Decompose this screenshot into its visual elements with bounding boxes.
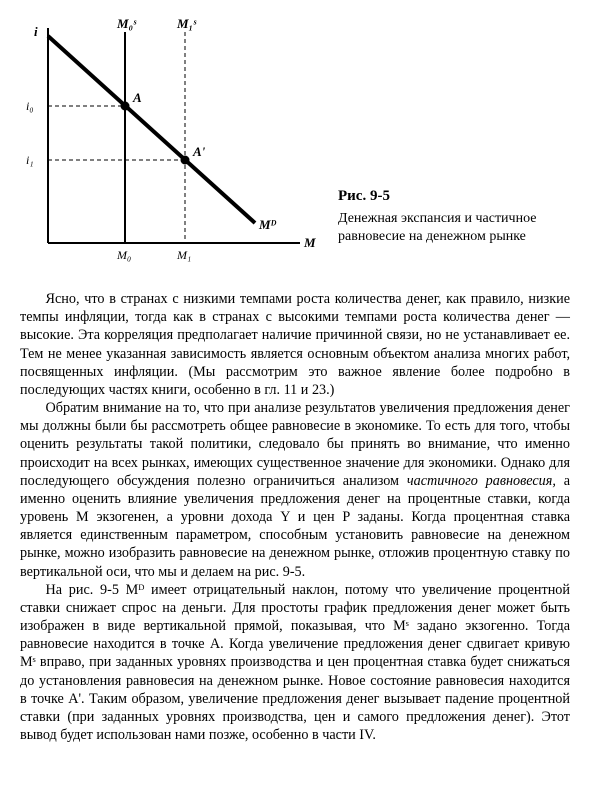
paragraph-1: Ясно, что в странах с низкими темпами ро… xyxy=(20,290,570,399)
svg-text:M₀ˢ: M₀ˢ xyxy=(116,18,137,31)
svg-text:Mᴰ: Mᴰ xyxy=(258,217,277,232)
figure-title: Денежная экспансия и частичное равновеси… xyxy=(338,210,570,246)
paragraph-2: Обратим внимание на то, что при анализе … xyxy=(20,399,570,581)
svg-text:M₀: M₀ xyxy=(116,248,131,262)
svg-text:M: M xyxy=(303,235,316,250)
p2-italic: частичного равновесия, xyxy=(407,473,556,489)
figure-caption: Рис. 9-5 Денежная экспансия и частичное … xyxy=(320,187,570,276)
svg-text:M₁ˢ: M₁ˢ xyxy=(176,18,197,31)
svg-text:i: i xyxy=(34,24,38,39)
svg-text:A': A' xyxy=(192,144,206,159)
paragraph-3: На рис. 9-5 Mᴰ имеет отрицательный накло… xyxy=(20,581,570,745)
svg-text:M₁: M₁ xyxy=(176,248,191,262)
figure-number: Рис. 9-5 xyxy=(338,187,570,206)
svg-text:A: A xyxy=(132,90,142,105)
figure-block: i M M₀ˢ M₁ˢ Mᴰ Ai₀ M₀ A' i₁ M₁ Рис. 9-5 Денежная … xyxy=(20,18,570,276)
svg-text:i₀: i₀ xyxy=(26,99,34,113)
chart: i M M₀ˢ M₁ˢ Mᴰ Ai₀ M₀ A' i₁ M₁ xyxy=(20,18,320,276)
chart-svg: i M M₀ˢ M₁ˢ Mᴰ Ai₀ M₀ A' i₁ M₁ xyxy=(20,18,320,276)
svg-text:i₁: i₁ xyxy=(26,153,34,167)
